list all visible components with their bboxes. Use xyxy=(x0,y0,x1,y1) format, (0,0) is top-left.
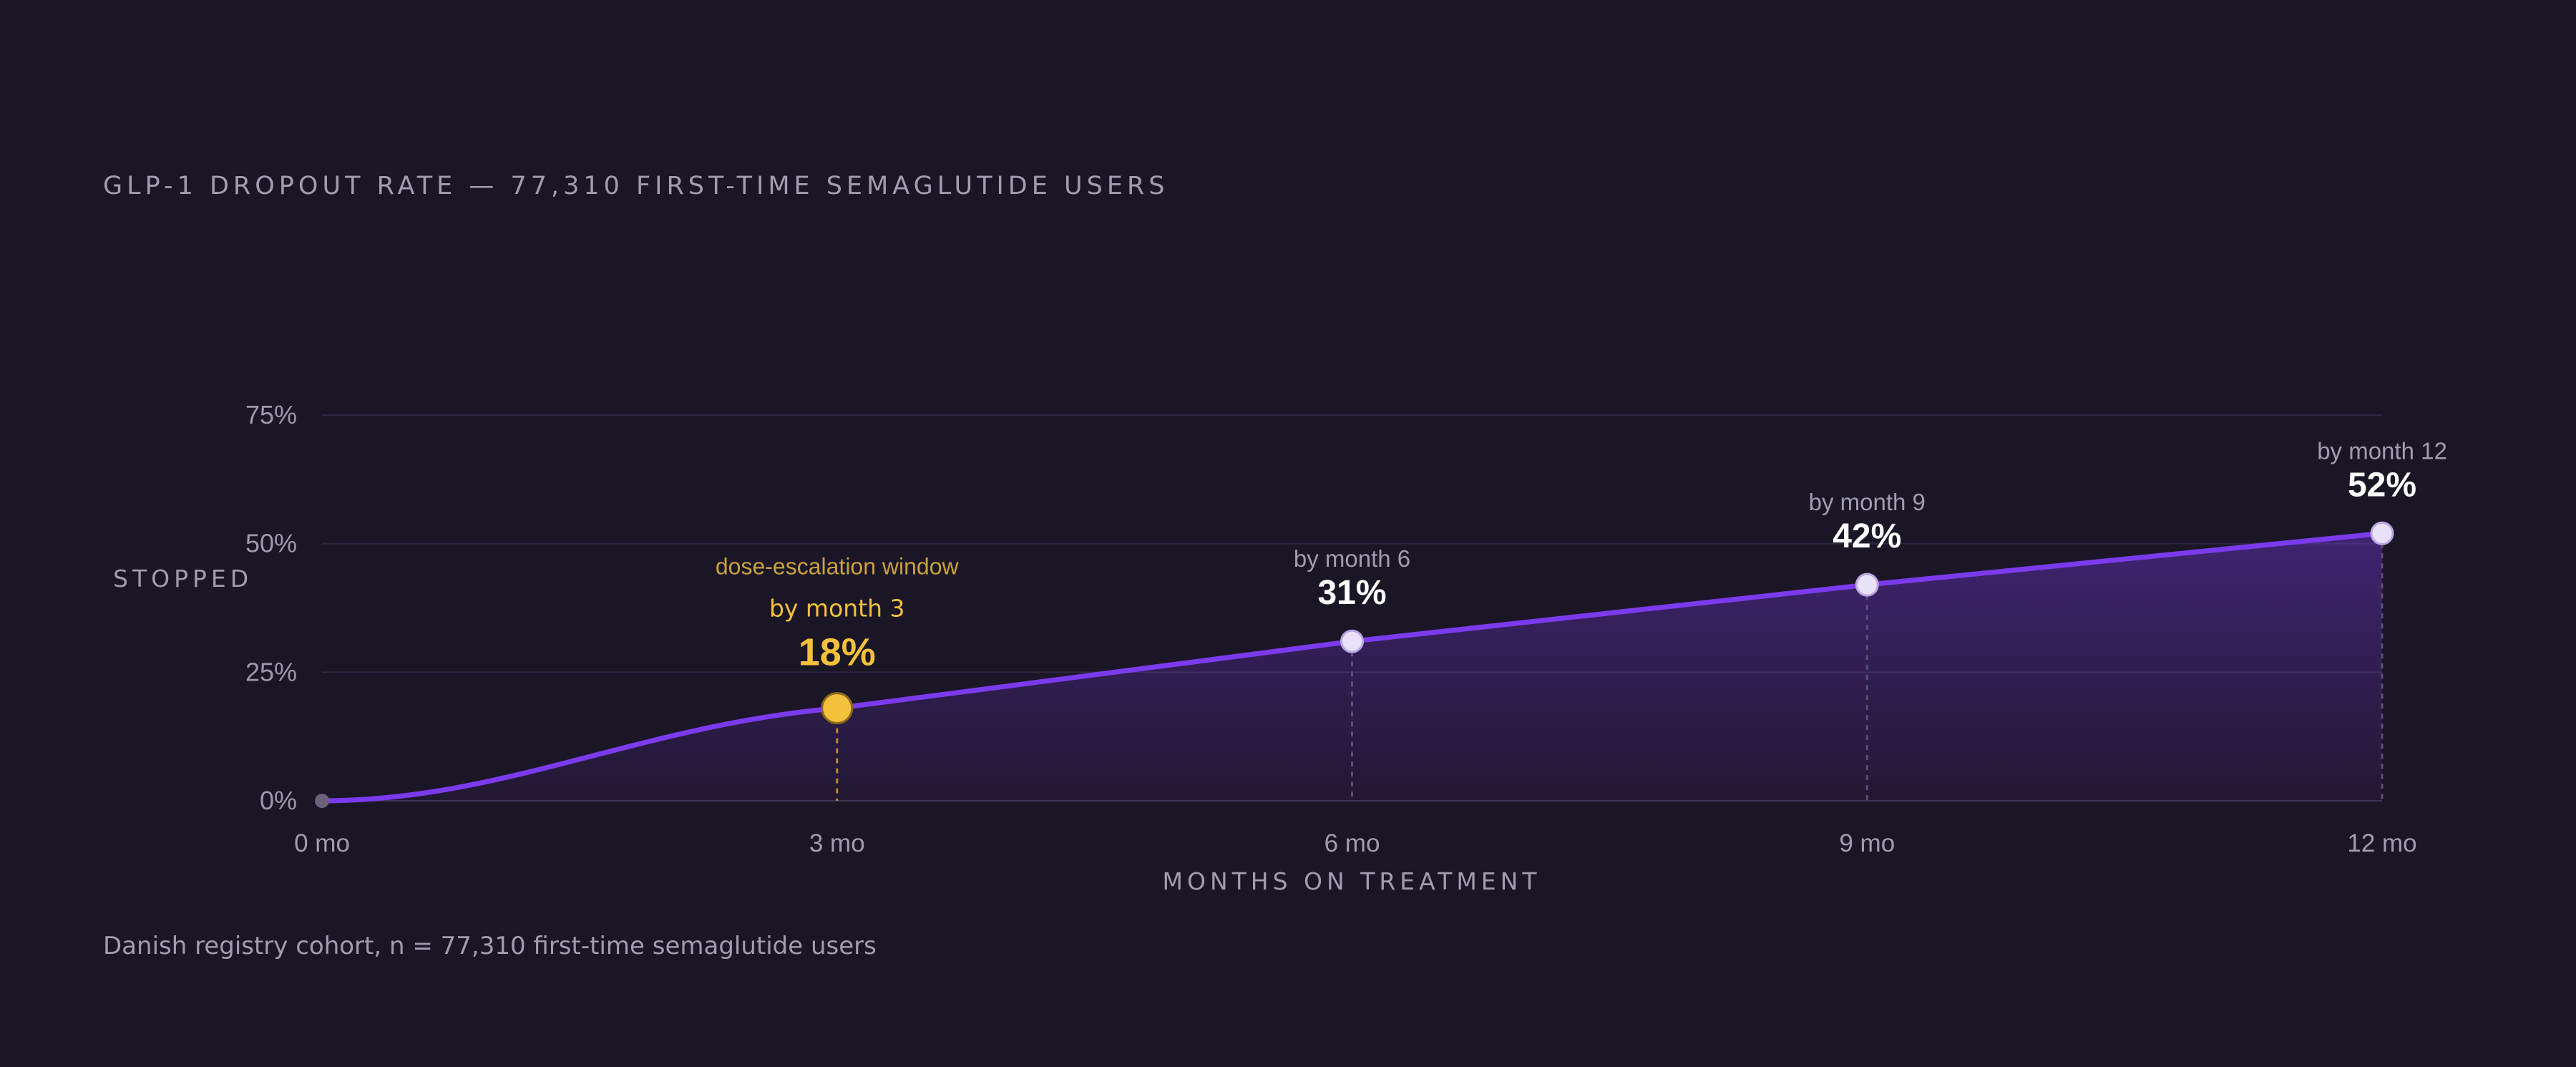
grid-layer: 0% 25% 50% 75% 0 mo 3 mo 6 mo 9 mo 12 mo xyxy=(245,400,2417,857)
data-point-origin xyxy=(315,794,329,808)
point-layer xyxy=(315,521,2394,808)
x-tick-label: 12 mo xyxy=(2347,829,2416,857)
data-point xyxy=(821,692,854,725)
line-layer xyxy=(319,530,2385,804)
y-tick-label: 0% xyxy=(260,786,297,815)
drop-lines xyxy=(836,533,2384,801)
data-point xyxy=(1340,629,1364,653)
caption-label: by month 3 xyxy=(769,595,905,623)
area-layer xyxy=(322,533,2382,801)
caption-label: by month 6 xyxy=(1294,545,1410,572)
y-tick-label: 75% xyxy=(245,400,297,429)
chart-title: GLP-1 DROPOUT RATE — 77,310 FIRST-TIME S… xyxy=(103,172,1169,200)
y-axis-label: STOPPED xyxy=(113,565,253,593)
caption-label: by month 12 xyxy=(2317,437,2447,464)
series-line xyxy=(319,530,2385,804)
note-label: dose-escalation window xyxy=(716,554,960,580)
x-axis-label: MONTHS ON TREATMENT xyxy=(1163,867,1541,895)
data-point xyxy=(2370,521,2394,545)
area-fill xyxy=(322,533,2382,801)
x-tick-label: 9 mo xyxy=(1839,829,1895,857)
value-label: 18% xyxy=(799,631,876,674)
x-tick-label: 0 mo xyxy=(294,829,350,857)
value-label: 52% xyxy=(2348,466,2416,504)
y-tick-label: 25% xyxy=(245,657,297,686)
caption-label: by month 9 xyxy=(1809,489,1926,515)
data-point xyxy=(1855,573,1879,597)
x-tick-label: 3 mo xyxy=(809,829,865,857)
footnote: Danish registry cohort, n = 77,310 first… xyxy=(103,932,877,960)
x-tick-label: 6 mo xyxy=(1324,829,1380,857)
value-label: 31% xyxy=(1317,574,1386,612)
y-tick-label: 50% xyxy=(245,529,297,558)
value-label: 42% xyxy=(1833,517,1901,555)
